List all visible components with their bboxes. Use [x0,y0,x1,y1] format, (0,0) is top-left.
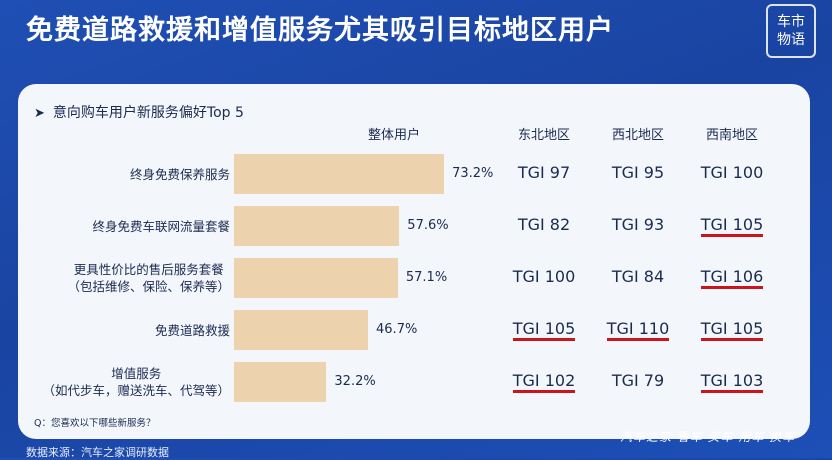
category-label-line: 增值服务 [111,366,162,381]
category-label-line: 终身免费保养服务 [129,166,230,182]
category-label-line: （包括维修、保险、保养等） [67,279,230,294]
tgi-value: TGI 106 [700,267,764,289]
data-label: 73.2% [452,166,494,181]
tgi-cell: TGI 105 [499,319,589,341]
bar [234,206,400,246]
tgi-value: TGI 102 [512,371,576,393]
column-header-overall: 整体用户 [368,128,421,143]
category-label: 终身免费车联网流量套餐 [92,218,230,235]
logo-line-1: 车市 [777,14,805,30]
category-label-line: 终身免费车联网流量套餐 [92,218,230,234]
column-header-southwest: 西南地区 [705,128,758,143]
tgi-cell: TGI 103 [687,371,777,393]
category-label-line: 免费道路救援 [154,322,230,338]
tgi-cell: TGI 105 [687,215,777,237]
data-label: 57.6% [407,218,449,233]
chart-title: ➤ 意向购车用户新服务偏好Top 5 [34,102,244,122]
tgi-cell: TGI 100 [687,163,777,182]
tgi-value: TGI 95 [611,163,665,182]
tgi-cell: TGI 102 [499,371,589,393]
category-label: 增值服务 （如代步车，赠送洗车、代驾等） [42,365,230,399]
category-label-line: 更具性价比的售后服务套餐 [73,262,224,277]
brand-logo: 车市 物语 [766,4,816,58]
data-label: 32.2% [334,374,376,389]
tgi-cell: TGI 106 [687,267,777,289]
tgi-cell: TGI 97 [499,163,589,182]
category-label: 更具性价比的售后服务套餐 （包括维修、保险、保养等） [67,261,230,295]
logo-line-2: 物语 [777,32,805,48]
chart-title-text: 意向购车用户新服务偏好Top 5 [52,105,244,121]
tgi-cell: TGI 100 [499,267,589,286]
chevron-right-icon: ➤ [34,106,45,121]
category-label: 免费道路救援 [155,322,230,339]
tgi-cell: TGI 82 [499,215,589,234]
tgi-cell: TGI 95 [593,163,683,182]
data-label: 57.1% [405,270,448,285]
column-header-northeast: 东北地区 [517,128,570,143]
tgi-cell: TGI 84 [593,267,683,286]
data-source: 数据来源：汽车之家调研数据 [26,446,169,459]
tgi-value: TGI 84 [611,267,665,286]
tgi-value: TGI 100 [512,267,576,286]
tgi-value: TGI 105 [700,319,764,341]
tgi-cell: TGI 110 [593,319,683,341]
bar [234,362,327,402]
tgi-value: TGI 103 [700,371,764,393]
survey-question: Q：您喜欢以下哪些新服务？ [34,418,156,429]
watermark-text: 汽车之家 看车 买车 用车 换车 [620,430,796,444]
tgi-value: TGI 105 [512,319,576,341]
tgi-cell: TGI 93 [593,215,683,234]
column-header-northwest: 西北地区 [611,128,664,143]
tgi-cell: TGI 105 [687,319,777,341]
tgi-cell: TGI 79 [593,371,683,390]
chart-panel: ➤ 意向购车用户新服务偏好Top 5 整体用户 东北地区 西北地区 西南地区 终身… [18,84,810,439]
page-title: 免费道路救援和增值服务尤其吸引目标地区用户 [26,15,614,46]
tgi-value: TGI 79 [611,371,665,390]
tgi-value: TGI 93 [611,215,665,234]
category-label: 终身免费保养服务 [130,166,230,183]
bar [234,310,369,350]
tgi-value: TGI 105 [700,215,764,237]
bar [234,154,445,194]
tgi-value: TGI 97 [517,163,571,182]
category-label-line: （如代步车，赠送洗车、代驾等） [42,383,230,398]
data-label: 46.7% [376,322,418,337]
bar [234,258,398,298]
tgi-value: TGI 82 [517,215,571,234]
tgi-value: TGI 100 [700,163,764,182]
tgi-value: TGI 110 [606,319,670,341]
